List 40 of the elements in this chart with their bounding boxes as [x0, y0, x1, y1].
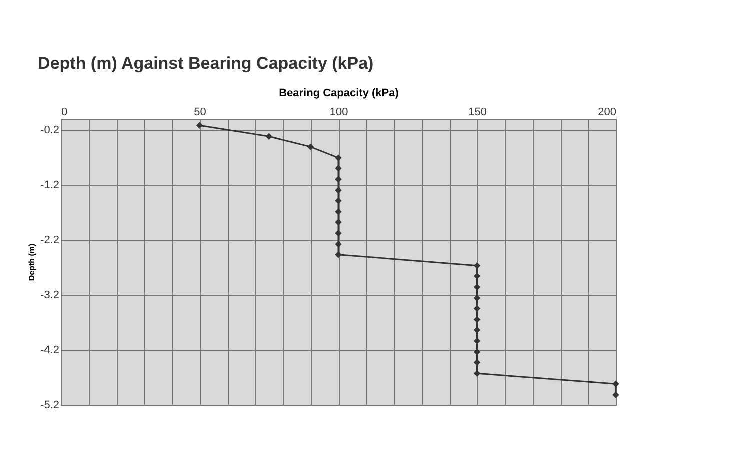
point — [335, 208, 342, 216]
point — [474, 359, 481, 366]
point — [335, 154, 342, 162]
point — [474, 316, 481, 324]
y-tick-label: -1.2 — [40, 180, 60, 192]
x-tick-label: 0 — [62, 106, 68, 118]
point — [335, 187, 342, 194]
point — [612, 380, 620, 388]
x-tick-label: 200 — [598, 106, 616, 118]
y-tick-label: -5.2 — [40, 400, 60, 412]
y-axis-title: Depth (m) — [28, 244, 37, 282]
y-tick-label: -4.2 — [40, 344, 60, 356]
point — [474, 338, 481, 345]
point — [196, 122, 204, 129]
point — [474, 326, 481, 334]
point — [474, 294, 481, 302]
point — [335, 251, 342, 258]
point — [335, 230, 342, 237]
y-tick-label: -0.2 — [40, 124, 60, 136]
point — [307, 144, 314, 150]
y-tick-label: -3.2 — [40, 290, 60, 302]
point — [335, 176, 342, 183]
point — [335, 241, 342, 248]
x-tick-label: 150 — [468, 106, 487, 118]
point — [474, 348, 481, 356]
point — [474, 284, 481, 291]
point — [335, 165, 342, 172]
x-tick-label: 100 — [330, 106, 348, 118]
point — [335, 198, 342, 204]
point — [335, 219, 342, 226]
point — [266, 133, 272, 140]
point — [612, 392, 620, 398]
point — [474, 272, 481, 280]
point — [474, 262, 481, 270]
x-axis-title: Bearing Capacity (kPa) — [279, 88, 400, 100]
x-tick-label: 50 — [194, 106, 206, 118]
point — [474, 370, 481, 378]
point — [474, 305, 481, 312]
chart-title: Depth (m) Against Bearing Capacity (kPa) — [38, 54, 374, 73]
y-tick-label: -2.2 — [40, 234, 60, 246]
